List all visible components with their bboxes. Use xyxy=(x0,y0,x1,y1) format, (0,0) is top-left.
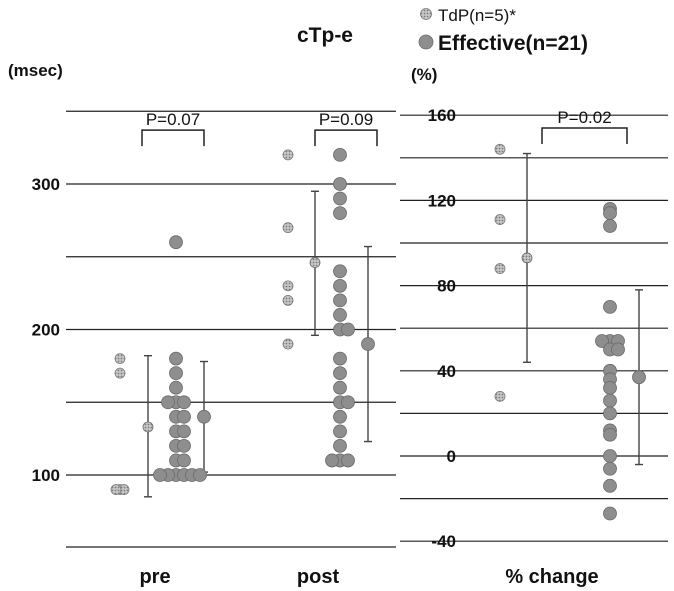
effective-point xyxy=(603,299,617,314)
effective-point xyxy=(603,449,617,463)
effective-point xyxy=(333,308,347,322)
effective-point xyxy=(333,424,347,439)
left-y-tick-label: 300 xyxy=(32,175,60,194)
tdp-point xyxy=(282,149,294,161)
tdp-point xyxy=(282,280,294,292)
left-y-axis-label: (msec) xyxy=(8,61,63,80)
x-tick-label-post: post xyxy=(297,566,340,588)
effective-point xyxy=(177,395,191,410)
effective-mean-point xyxy=(632,370,646,385)
effective-point xyxy=(333,293,347,308)
tdp-point xyxy=(110,484,122,495)
effective-point xyxy=(333,206,347,221)
effective-point xyxy=(153,468,167,482)
data-points xyxy=(110,143,625,521)
effective-point xyxy=(603,461,617,476)
effective-point xyxy=(341,322,355,337)
p-value-label: P=0.09 xyxy=(319,110,373,129)
tdp-point xyxy=(494,143,506,155)
legend-marker-effective xyxy=(418,34,434,50)
effective-point xyxy=(325,453,339,468)
effective-point xyxy=(341,395,355,410)
effective-point xyxy=(169,366,183,381)
tdp-mean-point xyxy=(142,421,154,433)
effective-point xyxy=(603,219,617,233)
effective-point xyxy=(333,177,347,191)
right-y-tick-label: 0 xyxy=(447,447,456,466)
effective-point xyxy=(169,235,183,250)
right-y-tick-label: 80 xyxy=(437,277,456,296)
effective-point xyxy=(595,334,609,348)
left-y-tick-label: 100 xyxy=(32,466,60,485)
effective-point xyxy=(603,393,617,408)
x-tick-label-pre: pre xyxy=(139,566,170,588)
effective-point xyxy=(161,395,175,410)
tdp-point xyxy=(282,338,294,350)
x-tick-label-percent-change: % change xyxy=(505,566,598,588)
tdp-mean-point xyxy=(309,257,321,268)
p-value-bracket xyxy=(141,129,205,147)
effective-point xyxy=(333,264,347,279)
effective-point xyxy=(333,380,347,395)
legend-label-tdp: TdP(n=5)* xyxy=(438,6,516,25)
tdp-mean-point xyxy=(521,252,533,264)
legend: TdP(n=5)* Effective(n=21) xyxy=(418,6,588,55)
effective-point xyxy=(177,438,191,453)
tdp-point xyxy=(494,263,506,274)
effective-point xyxy=(177,409,191,424)
effective-mean-point xyxy=(361,337,375,351)
error-bars xyxy=(142,152,646,498)
chart-title: cTp-e xyxy=(297,24,353,47)
right-y-tick-label: 40 xyxy=(437,362,456,381)
effective-point xyxy=(193,468,207,482)
left-y-tick-label: 200 xyxy=(32,321,60,340)
effective-point xyxy=(333,438,347,453)
effective-mean-point xyxy=(197,409,211,424)
legend-label-effective: Effective(n=21) xyxy=(438,32,588,55)
tdp-point xyxy=(494,214,506,225)
effective-point xyxy=(611,342,625,357)
tdp-point xyxy=(114,367,126,379)
effective-point xyxy=(603,427,617,442)
effective-point xyxy=(169,380,183,395)
tdp-point xyxy=(494,390,506,402)
right-y-tick-label: 120 xyxy=(428,191,456,210)
effective-point xyxy=(603,380,617,395)
right-y-axis-label: (%) xyxy=(411,65,437,84)
tdp-point xyxy=(282,222,294,234)
effective-point xyxy=(333,351,347,366)
effective-point xyxy=(603,206,617,221)
legend-marker-tdp xyxy=(420,8,432,20)
effective-point xyxy=(333,278,347,293)
effective-point xyxy=(333,191,347,206)
tdp-point xyxy=(282,294,294,306)
effective-point xyxy=(603,406,617,421)
effective-point xyxy=(177,424,191,439)
p-value-label: P=0.07 xyxy=(146,110,200,129)
effective-point xyxy=(603,478,617,493)
p-value-label: P=0.02 xyxy=(557,108,611,127)
right-y-tick-label: 160 xyxy=(428,106,456,125)
right-y-tick-label: -40 xyxy=(431,532,456,551)
effective-point xyxy=(333,409,347,424)
p-value-bracket xyxy=(314,129,378,147)
tdp-point xyxy=(114,353,126,365)
effective-point xyxy=(333,147,347,162)
effective-point xyxy=(333,366,347,381)
effective-point xyxy=(603,506,617,521)
effective-point xyxy=(341,453,355,468)
effective-point xyxy=(169,351,183,366)
p-value-bracket xyxy=(541,127,628,144)
effective-point xyxy=(177,453,191,468)
annotations: P=0.07 P=0.09 P=0.02 xyxy=(141,108,628,147)
gridlines: 100 200 300 -40 0 40 80 120 160 xyxy=(32,106,668,551)
